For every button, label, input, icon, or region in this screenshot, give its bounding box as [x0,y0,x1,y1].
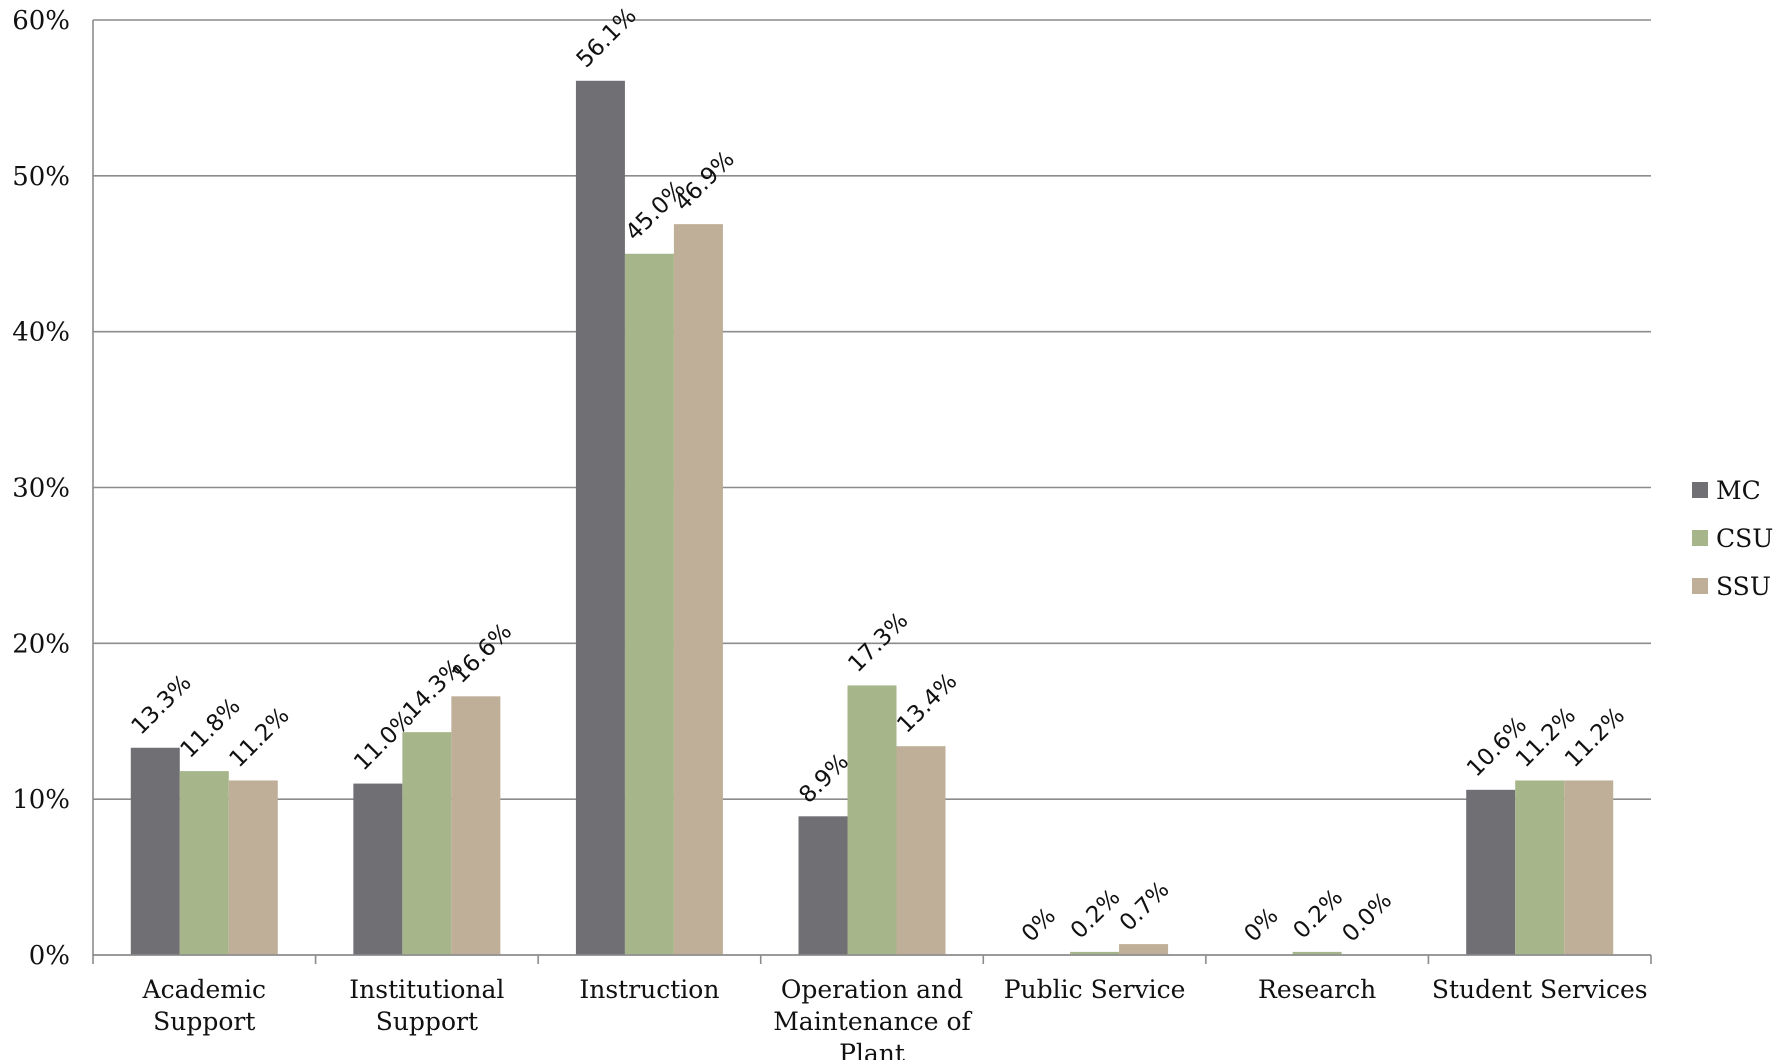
category-label: Student Services [1432,975,1648,1004]
bar-mc [1466,789,1516,955]
bar-csu [1292,951,1342,955]
data-label: 46.9% [670,146,740,216]
category-label: Operation and [781,975,963,1004]
x-axis: Academic Support Institutional Support Instr… [92,954,1652,1060]
bar-ssu [1564,780,1614,955]
y-tick-label: 20% [12,629,70,659]
data-label: 16.6% [447,619,517,689]
category-label: Maintenance of [773,1007,972,1036]
bar-ssu [1119,944,1169,955]
data-label: 0.2% [1066,884,1126,944]
category-label: Academic [142,975,266,1004]
category-label: Institutional [349,975,504,1004]
category-label: Support [376,1007,478,1036]
bar-csu [1070,951,1120,955]
bar-ssu [673,224,723,955]
legend-swatch-csu [1692,530,1708,546]
data-label: 0.2% [1289,884,1349,944]
data-label: 13.3% [127,670,197,740]
y-axis: 0% 10% 20% 30% 40% 50% 60% [12,6,94,971]
category-label: Public Service [1004,975,1186,1004]
y-tick-label: 60% [12,6,70,36]
bar-mc [575,80,625,955]
gridlines [93,19,1651,956]
bar-csu [847,685,897,955]
legend-swatch-ssu [1692,578,1708,594]
legend-label: SSU [1716,572,1771,601]
data-label: 0% [1240,903,1284,947]
bar-csu [179,771,229,955]
legend: MC CSU SSU [1692,476,1773,601]
y-tick-label: 0% [29,941,70,971]
data-label: 13.4% [892,668,962,738]
legend-label: CSU [1716,524,1773,553]
data-label: 0.0% [1338,888,1398,948]
category-label: Instruction [579,975,719,1004]
legend-label: MC [1716,476,1761,505]
data-label: 0.7% [1115,877,1175,937]
legend-swatch-mc [1692,482,1708,498]
bars [130,80,1614,955]
category-label: Research [1258,975,1376,1004]
bar-ssu [228,780,278,955]
bar-mc [798,816,848,955]
bar-csu [1515,780,1565,955]
bar-csu [402,732,452,955]
y-tick-label: 10% [12,785,70,815]
y-tick-label: 40% [12,318,70,348]
bar-csu [624,253,674,955]
bar-mc [353,783,403,955]
data-label: 56.1% [572,3,642,73]
bar-mc [130,747,180,955]
category-label: Plant [839,1039,905,1060]
data-label: 0% [1017,903,1061,947]
category-label: Support [153,1007,255,1036]
y-tick-label: 30% [12,474,70,504]
bar-ssu [451,696,501,955]
bar-ssu [896,746,946,955]
y-tick-label: 50% [12,162,70,192]
